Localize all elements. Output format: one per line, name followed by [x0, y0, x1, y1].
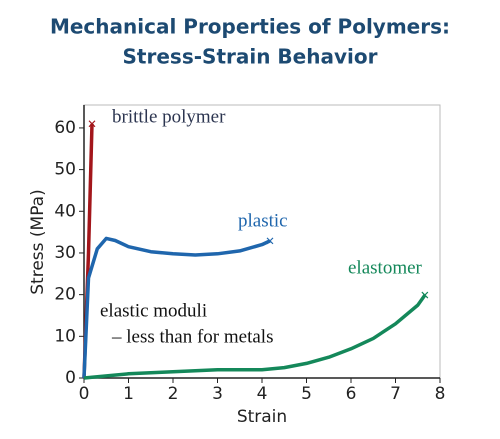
x-tick-label: 0	[79, 384, 90, 404]
annotation: elastic moduli	[100, 300, 207, 321]
end-marker	[88, 120, 96, 128]
x-tick-label: 2	[168, 384, 179, 404]
end-marker	[421, 291, 429, 299]
annotation: – less than for metals	[111, 326, 273, 347]
y-tick-label: 40	[54, 201, 76, 221]
end-marker	[266, 237, 274, 245]
series-label: plastic	[238, 210, 288, 231]
y-tick-label: 0	[65, 368, 76, 388]
series-label: elastomer	[348, 257, 423, 278]
x-tick-label: 4	[257, 384, 268, 404]
series-label: brittle polymer	[112, 106, 226, 127]
x-tick-label: 7	[390, 384, 401, 404]
y-tick-label: 60	[54, 118, 76, 138]
series-line	[83, 294, 427, 380]
y-tick-label: 50	[54, 160, 76, 180]
y-tick-label: 20	[54, 285, 76, 305]
series-line	[82, 236, 271, 379]
x-tick-label: 3	[212, 384, 223, 404]
x-tick-label: 8	[435, 384, 446, 404]
x-tick-label: 6	[346, 384, 357, 404]
y-tick-label: 10	[54, 326, 76, 346]
chart-title: Stress-Strain Behavior	[123, 45, 378, 69]
x-tick-label: 5	[301, 384, 312, 404]
y-axis-title: Stress (MPa)	[28, 189, 48, 295]
chart-title: Mechanical Properties of Polymers:	[50, 15, 450, 39]
x-tick-label: 1	[123, 384, 134, 404]
y-tick-label: 30	[54, 243, 76, 263]
x-axis-title: Strain	[237, 407, 287, 427]
